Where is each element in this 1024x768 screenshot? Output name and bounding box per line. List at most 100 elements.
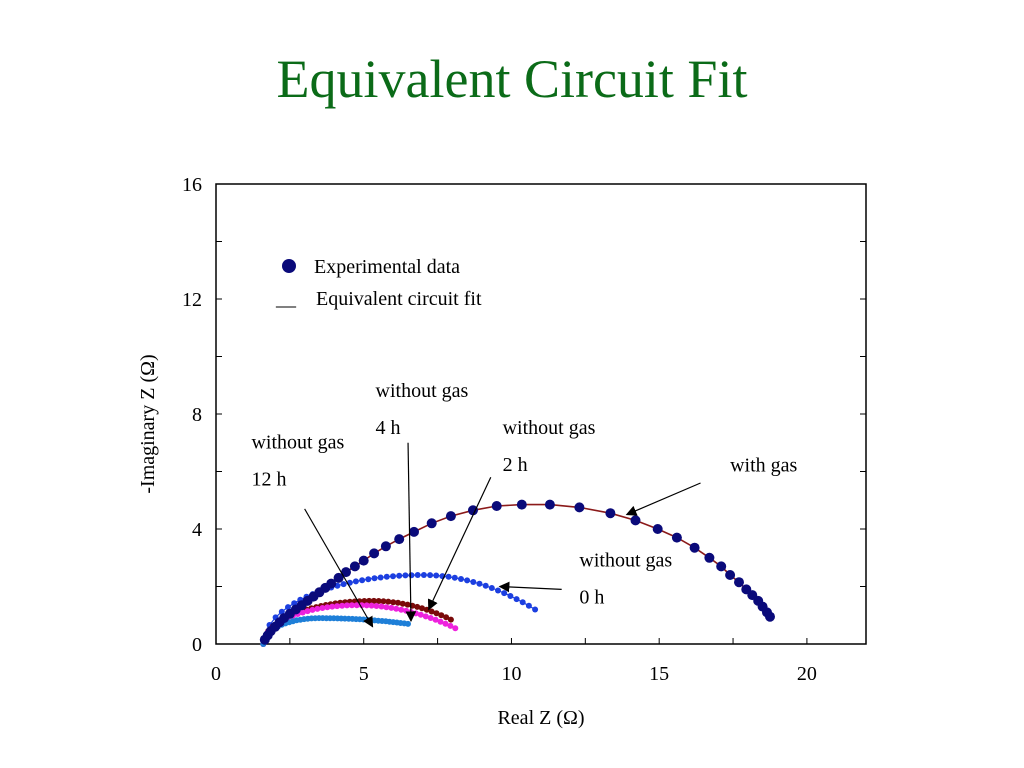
annotation-label-without-gas-12-h: 12 h [251, 469, 286, 491]
series-annotations: with gas without gas 0 h without gas 2 h with… [251, 380, 798, 628]
annotation-label-without-gas-2-h: without gas [503, 417, 596, 439]
data-point-without-gas-0-h [383, 573, 390, 580]
legend-marker-fit: __ [275, 288, 297, 310]
data-point-without-gas-0-h [513, 596, 520, 603]
data-point-without-gas-0-h [470, 579, 477, 585]
data-point-with-gas [734, 577, 744, 588]
data-point-without-gas-4-h [309, 606, 316, 613]
data-point-without-gas-0-h [482, 582, 489, 589]
data-point-without-gas-4-h [329, 603, 336, 610]
data-point-with-gas [704, 552, 715, 563]
data-point-without-gas-2-h [395, 599, 401, 606]
legend-label-fit: Equivalent circuit fit [316, 288, 482, 310]
data-point-with-gas [341, 567, 351, 578]
data-point-without-gas-0-h [371, 575, 378, 582]
data-point-without-gas-0-h [402, 572, 409, 579]
data-point-with-gas [716, 561, 727, 572]
x-tick-label: 5 [359, 663, 369, 685]
data-point-without-gas-0-h [525, 602, 532, 609]
data-point-with-gas [358, 555, 369, 566]
data-point-without-gas-12-h [405, 620, 411, 627]
data-point-without-gas-0-h [377, 574, 384, 581]
data-point-with-gas [445, 511, 456, 522]
data-point-with-gas [689, 542, 700, 553]
data-point-without-gas-4-h [383, 604, 390, 611]
data-point-without-gas-4-h [398, 606, 405, 613]
y-tick-label: 4 [192, 519, 202, 541]
y-tick-label: 8 [192, 404, 202, 426]
data-point-without-gas-2-h [419, 605, 425, 612]
data-point-without-gas-4-h [299, 609, 306, 616]
data-point-with-gas [574, 502, 585, 513]
data-point-with-gas [491, 501, 502, 511]
axis-tick-labels: 0 5 10 15 20 0 4 8 12 16 [182, 174, 817, 685]
data-point-without-gas-0-h [507, 593, 514, 599]
y-tick-label: 12 [182, 289, 202, 311]
data-point-with-gas [605, 508, 616, 519]
data-point-without-gas-2-h [438, 612, 445, 619]
data-point-without-gas-0-h [390, 573, 396, 580]
data-point-with-gas [409, 526, 419, 537]
y-axis-label: -Imaginary Z (Ω) [137, 354, 159, 493]
y-tick-label: 0 [192, 634, 202, 656]
data-point-without-gas-0-h [352, 578, 359, 585]
annotation-label-without-gas-4-h: without gas [376, 380, 469, 402]
data-point-with-gas [394, 534, 405, 545]
x-tick-label: 20 [797, 663, 817, 685]
data-point-without-gas-4-h [427, 615, 434, 621]
data-point-without-gas-0-h [532, 606, 539, 613]
annotation-arrow-without-gas-2-h [427, 476, 492, 611]
data-point-without-gas-2-h [399, 600, 406, 607]
data-point-with-gas [426, 518, 437, 529]
annotation-label-without-gas-0-h: 0 h [579, 586, 604, 608]
data-point-with-gas [630, 515, 641, 526]
plot-frame [215, 183, 867, 645]
data-point-with-gas [652, 524, 663, 534]
data-point-without-gas-4-h [344, 602, 350, 609]
data-point-without-gas-4-h [432, 616, 439, 623]
annotation-arrow-with-gas [625, 482, 701, 516]
data-point-without-gas-4-h [363, 602, 370, 609]
annotation-arrow-without-gas-12-h [304, 508, 374, 628]
data-point-without-gas-0-h [488, 585, 495, 591]
data-point-without-gas-4-h [339, 602, 346, 609]
data-point-without-gas-2-h [385, 598, 392, 605]
data-point-without-gas-4-h [417, 611, 424, 618]
data-point-without-gas-0-h [285, 604, 291, 611]
data-point-without-gas-0-h [396, 572, 403, 579]
x-tick-label: 0 [211, 663, 221, 685]
data-point-without-gas-2-h [433, 610, 440, 617]
data-point-without-gas-4-h [368, 602, 375, 609]
data-point-with-gas [380, 541, 391, 552]
data-point-without-gas-0-h [476, 580, 483, 587]
data-point-with-gas [326, 578, 337, 589]
x-tick-label: 15 [649, 663, 669, 685]
data-point-with-gas [468, 505, 478, 516]
annotation-label-without-gas-2-h: 2 h [503, 454, 528, 476]
x-axis-label: Real Z (Ω) [497, 707, 584, 729]
data-point-with-gas [671, 532, 682, 543]
data-point-with-gas [765, 611, 775, 622]
data-point-without-gas-0-h [495, 587, 501, 594]
data-point-without-gas-0-h [501, 590, 508, 597]
data-point-without-gas-2-h [447, 616, 454, 623]
data-point-without-gas-0-h [433, 572, 440, 579]
data-point-without-gas-0-h [365, 576, 372, 583]
annotation-label-without-gas-4-h: 4 h [376, 417, 401, 439]
data-point-without-gas-4-h [452, 625, 459, 632]
data-point-without-gas-2-h [404, 601, 411, 608]
annotation-label-without-gas-12-h: without gas [251, 432, 344, 454]
data-point-without-gas-2-h [370, 597, 377, 604]
data-point-with-gas [516, 499, 527, 510]
annotation-label-without-gas-0-h: without gas [579, 549, 672, 571]
data-point-without-gas-2-h [390, 599, 397, 606]
data-point-without-gas-4-h [422, 613, 429, 620]
data-point-without-gas-0-h [464, 577, 471, 584]
data-point-with-gas [725, 570, 736, 580]
data-point-without-gas-4-h [393, 605, 400, 612]
data-point-without-gas-2-h [443, 614, 450, 621]
data-point-without-gas-2-h [375, 598, 382, 604]
data-point-without-gas-4-h [447, 622, 454, 629]
data-point-without-gas-0-h [414, 572, 421, 578]
